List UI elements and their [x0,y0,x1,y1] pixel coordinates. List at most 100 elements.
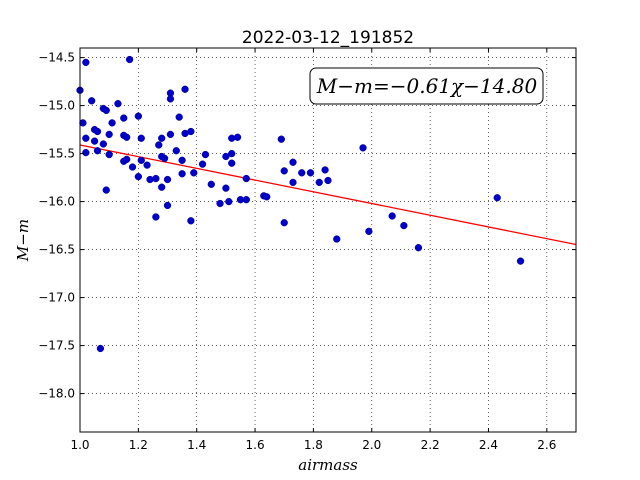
data-point [102,106,110,115]
axis-ticks [79,48,576,432]
x-tick-label: 1.6 [246,438,265,452]
data-point [263,193,271,201]
data-point [105,150,113,159]
x-tick-labels: 1.0 1.2 1.4 1.6 1.8 2.0 2.2 2.4 2.6 [70,438,556,452]
data-point [365,227,373,236]
x-tick-label: 1.8 [304,438,323,452]
x-tick-label: 2.0 [362,438,381,452]
data-point [207,180,215,188]
data-point [187,217,195,225]
data-point [280,167,288,175]
data-point [134,112,143,120]
data-point [134,172,143,181]
data-point [242,196,250,204]
x-axis-label: airmass [298,456,358,474]
data-point [143,161,151,169]
data-point [175,113,183,121]
data-point [120,114,128,122]
data-point [222,184,230,192]
data-point [225,197,233,206]
y-tick-label: −18.0 [38,387,75,401]
fit-line [79,144,577,246]
data-point [93,147,102,155]
fit-legend: M−m=−0.61χ−14.80 [309,67,544,105]
data-point [414,244,423,252]
x-tick-label: 2.4 [479,438,498,452]
data-point [178,156,186,164]
data-point [90,137,99,145]
data-point [102,186,110,194]
y-axis-label: M−m [14,219,32,262]
data-point [172,147,180,155]
data-point [388,212,396,220]
data-point [324,176,332,185]
data-point [166,130,175,139]
grid-lines [79,48,576,432]
data-point [277,135,285,143]
y-tick-label: −16.5 [38,243,75,257]
y-tick-label: −15.0 [38,99,75,113]
data-point [163,201,172,210]
data-point [82,134,90,142]
data-point [158,183,166,191]
data-point [114,100,122,108]
data-point [160,154,169,163]
data-point [82,148,90,157]
data-point [315,178,323,187]
y-tick-label: −15.5 [38,147,75,161]
data-point [152,174,160,183]
data-point [178,170,186,178]
data-point [99,140,107,148]
data-point [181,85,189,93]
data-point [123,155,131,164]
data-point [166,95,175,103]
data-point [82,58,90,67]
chart-title: 2022-03-12_191852 [242,28,414,48]
legend-box [309,67,544,105]
data-point [493,194,501,202]
data-point [158,134,166,142]
data-point [400,221,408,230]
data-point [228,149,236,158]
data-point [298,169,306,177]
data-point [216,199,224,208]
data-point [201,150,210,159]
x-tick-label: 1.4 [187,438,206,452]
data-point [137,156,145,164]
data-point [228,159,236,167]
data-point [128,163,137,171]
plot-frame [79,47,577,433]
data-point [233,133,242,141]
data-point [125,55,134,64]
data-point [155,141,163,149]
data-point [222,152,230,161]
data-point [105,130,113,139]
y-tick-labels: −14.5 −15.0 −15.5 −16.0 −16.5 −17.0 −17.5 −18.0 [38,51,75,401]
y-tick-label: −16.0 [38,195,75,209]
data-point [190,169,198,177]
data-point [123,133,131,141]
data-point [333,235,341,243]
data-point [359,144,367,152]
y-tick-label: −14.5 [38,51,75,65]
data-points [76,55,525,353]
data-point [516,257,525,265]
data-point [79,119,87,127]
data-point [289,158,297,166]
data-point [108,119,116,127]
x-tick-label: 1.0 [70,438,89,452]
data-point [163,175,172,184]
fit-line-layer [79,144,577,246]
y-tick-label: −17.0 [38,291,75,305]
data-point [187,127,195,136]
x-tick-label: 1.2 [129,438,148,452]
data-point [198,160,207,168]
data-point [152,213,160,221]
data-point [96,344,105,353]
data-point [137,134,145,142]
data-point [321,166,329,174]
data-point [280,219,288,227]
plot-area [80,48,576,432]
data-point [88,97,96,105]
